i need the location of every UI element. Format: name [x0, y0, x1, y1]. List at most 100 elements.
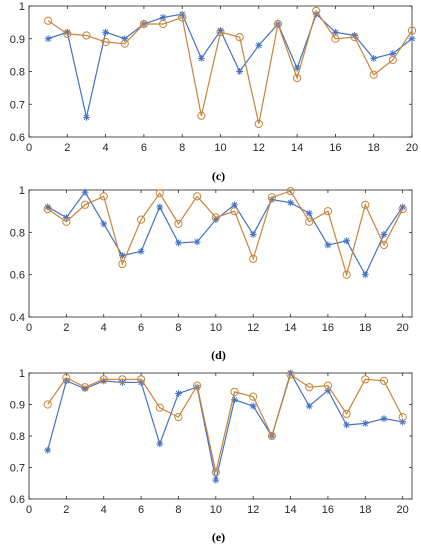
data-point-star — [361, 420, 369, 427]
y-tick-label: 1 — [19, 1, 25, 13]
x-tick-label: 20 — [397, 322, 409, 334]
data-point-circle — [388, 55, 397, 65]
data-point-star — [212, 216, 220, 224]
data-point-circle — [267, 193, 276, 202]
data-point-circle — [101, 37, 110, 47]
data-point-star — [44, 446, 52, 454]
data-point-circle — [63, 29, 72, 38]
data-point-star — [380, 415, 388, 423]
data-point-star — [159, 14, 167, 21]
y-tick-label: 0.6 — [10, 494, 25, 506]
data-point-circle — [249, 392, 258, 401]
data-point-circle — [43, 204, 52, 214]
data-point-circle — [273, 19, 283, 29]
data-point-circle — [361, 200, 370, 209]
data-point-circle — [249, 254, 258, 263]
data-point-circle — [120, 39, 129, 48]
data-point-star — [293, 64, 301, 72]
data-point-star — [408, 35, 416, 43]
x-tick-label: 6 — [141, 142, 147, 154]
data-point-circle — [118, 375, 127, 384]
x-tick-label: 0 — [26, 322, 32, 334]
data-point-star — [268, 196, 276, 203]
data-point-star — [217, 27, 224, 34]
x-tick-label: 16 — [329, 142, 341, 154]
x-tick-label: 2 — [64, 142, 70, 154]
chart-panel-1: 0 2 4 6 8 10 12 14 16 18 20 0.6 0.7 0.8 0.9 1 (c) — [10, 1, 418, 183]
chart-panel-3: 0 2 4 6 8 10 12 14 16 18 20 0.6 0.7 0.8 0.9 1 (e) — [10, 368, 413, 544]
data-point-star — [332, 28, 339, 36]
x-tick-label: 16 — [322, 322, 334, 334]
y-tick-label: 0.6 — [10, 132, 25, 144]
data-point-circle — [305, 383, 314, 392]
data-point-star — [137, 247, 145, 255]
x-tick-label: 10 — [214, 142, 226, 154]
data-point-circle — [193, 381, 202, 390]
y-tick-label: 0.9 — [10, 34, 25, 46]
plot-frame — [28, 189, 413, 318]
x-tick-label: 4 — [103, 142, 109, 154]
data-point-circle — [323, 381, 333, 390]
y-tick-label: 0.6 — [10, 270, 25, 282]
data-point-star — [249, 231, 257, 238]
data-point-circle — [312, 6, 321, 16]
x-tick-label: 10 — [210, 504, 222, 516]
data-point-circle — [398, 413, 407, 422]
x-tick-label: 8 — [179, 142, 185, 154]
data-point-circle — [211, 468, 220, 477]
x-tick-label: 8 — [175, 504, 181, 516]
data-point-circle — [331, 34, 340, 43]
data-point-star — [175, 239, 182, 247]
panel-caption: (e) — [212, 530, 225, 544]
series-line-1 — [47, 371, 403, 481]
x-tick-label: 2 — [63, 504, 69, 516]
x-tick-label: 14 — [284, 322, 296, 334]
x-tick-label: 6 — [138, 504, 144, 516]
data-point-star — [63, 28, 71, 36]
panel-caption: (d) — [211, 348, 226, 362]
x-tick-label: 4 — [101, 322, 107, 334]
data-point-star — [197, 55, 205, 62]
data-point-star — [102, 28, 109, 36]
data-point-star — [175, 390, 182, 397]
data-point-circle — [350, 33, 359, 42]
data-point-star — [380, 231, 388, 238]
data-point-star — [399, 418, 407, 426]
x-tick-label: 8 — [175, 322, 181, 334]
x-tick-label: 14 — [284, 504, 296, 516]
data-point-circle — [230, 387, 239, 396]
data-point-circle — [197, 111, 206, 120]
data-point-circle — [369, 70, 378, 79]
data-point-circle — [174, 413, 183, 422]
data-point-circle — [305, 217, 314, 226]
data-point-star — [324, 386, 332, 394]
data-point-circle — [155, 403, 164, 412]
data-point-circle — [82, 31, 91, 40]
data-point-star — [156, 203, 164, 211]
series-line-1 — [47, 13, 413, 118]
data-point-star — [119, 252, 126, 260]
data-point-star — [44, 35, 52, 43]
data-point-star — [305, 402, 313, 410]
data-point-circle — [254, 119, 263, 129]
data-point-circle — [99, 375, 108, 384]
data-point-circle — [178, 13, 187, 22]
data-point-circle — [379, 240, 389, 250]
data-point-star — [44, 203, 52, 211]
x-tick-label: 0 — [26, 504, 32, 516]
data-point-circle — [342, 409, 351, 419]
data-point-circle — [80, 383, 90, 392]
data-point-circle — [44, 16, 53, 25]
data-point-star — [255, 41, 263, 49]
data-point-circle — [230, 207, 239, 216]
y-tick-label: 0.7 — [10, 463, 25, 475]
data-point-star — [81, 188, 89, 196]
y-tick-label: 0.8 — [10, 431, 25, 443]
chart-panel-2: 0 2 4 6 8 10 12 14 16 18 20 0.4 0.6 0.8 1 (d) — [10, 185, 413, 362]
data-point-circle — [235, 33, 244, 42]
x-tick-label: 20 — [406, 142, 418, 154]
x-tick-label: 20 — [397, 504, 409, 516]
plot-frame — [28, 372, 413, 500]
x-tick-label: 2 — [63, 322, 69, 334]
